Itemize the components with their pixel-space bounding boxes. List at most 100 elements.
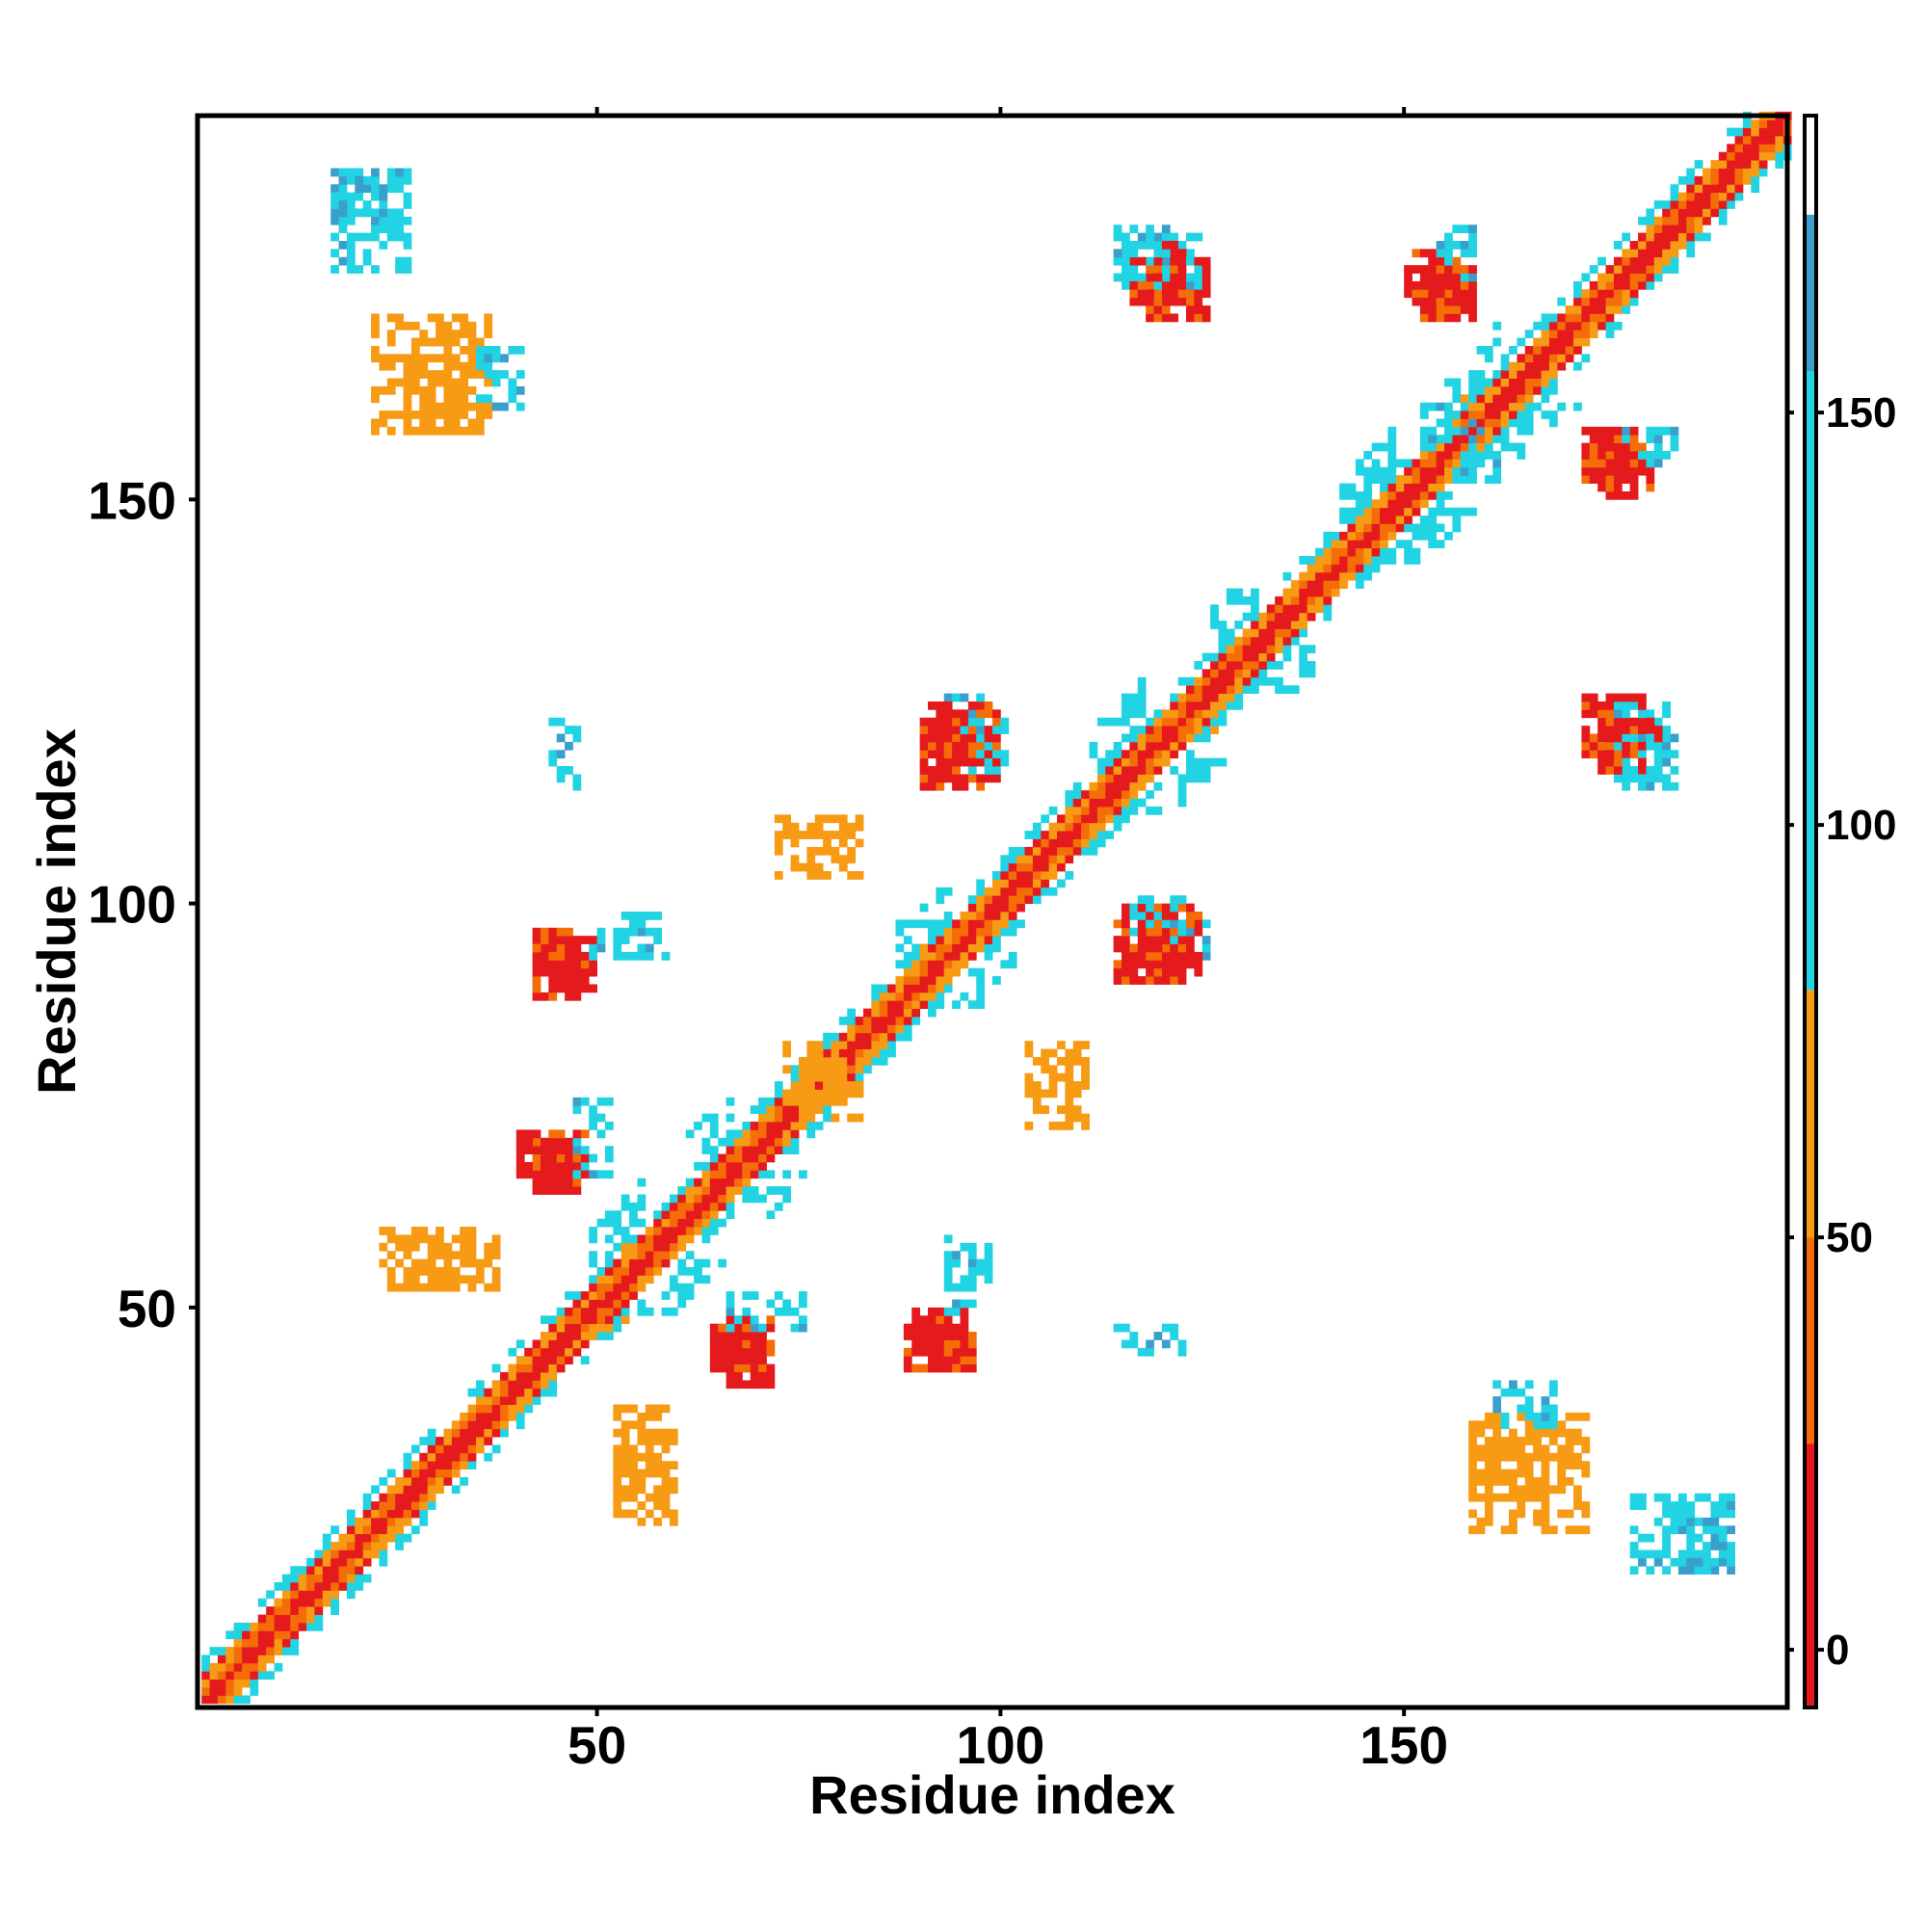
heatmap-cell [371, 394, 380, 404]
heatmap-cell [952, 766, 961, 775]
heatmap-cell [572, 951, 582, 961]
heatmap-cell [395, 321, 404, 331]
heatmap-cell [500, 1388, 509, 1397]
heatmap-cell [1122, 709, 1130, 719]
heatmap-cell [330, 1557, 339, 1567]
heatmap-cell [386, 378, 396, 387]
heatmap-cell [1282, 588, 1292, 597]
heatmap-cell [984, 927, 993, 937]
heatmap-cell [1573, 280, 1582, 290]
heatmap-cell [750, 1153, 759, 1163]
heatmap-cell [1419, 410, 1429, 419]
heatmap-cell [548, 960, 558, 969]
heatmap-cell [410, 1469, 420, 1478]
heatmap-cell [758, 1380, 767, 1389]
heatmap-cell [314, 1582, 324, 1591]
heatmap-cell [386, 1266, 396, 1276]
heatmap-cell [1629, 750, 1639, 759]
heatmap-cell [1404, 523, 1412, 533]
heatmap-cell [952, 1356, 961, 1365]
heatmap-cell [290, 1630, 300, 1640]
heatmap-cell [1492, 426, 1502, 436]
heatmap-cell [1387, 507, 1397, 516]
heatmap-cell [1517, 1404, 1526, 1414]
heatmap-cell [403, 1461, 412, 1470]
heatmap-cell [927, 726, 937, 734]
heatmap-cell [758, 1146, 767, 1154]
heatmap-cell [1629, 490, 1639, 500]
heatmap-cell [1428, 435, 1438, 444]
heatmap-cell [1371, 499, 1381, 509]
heatmap-cell [1677, 192, 1687, 201]
heatmap-cell [540, 1339, 549, 1349]
heatmap-cell [1629, 451, 1639, 460]
heatmap-cell [1452, 394, 1462, 404]
heatmap-cell [1662, 1493, 1671, 1502]
heatmap-cell [1694, 216, 1703, 225]
heatmap-cell [1129, 951, 1139, 961]
heatmap-cell [862, 1008, 872, 1018]
heatmap-cell [233, 1671, 243, 1681]
heatmap-cell [661, 1428, 671, 1438]
heatmap-cell [1533, 370, 1542, 379]
heatmap-cell [1282, 645, 1292, 654]
heatmap-cell [1177, 717, 1187, 727]
heatmap-cell [1177, 676, 1187, 686]
heatmap-cell [613, 1283, 622, 1292]
heatmap-cell [984, 726, 993, 734]
heatmap-cell [847, 1048, 857, 1058]
heatmap-cell [1161, 265, 1171, 274]
heatmap-cell [532, 984, 541, 993]
heatmap-cell [1517, 354, 1526, 363]
heatmap-cell [1146, 289, 1154, 299]
heatmap-cell [1653, 216, 1663, 225]
heatmap-cell [532, 927, 541, 937]
heatmap-cell [1186, 685, 1195, 694]
heatmap-cell [233, 1638, 243, 1648]
heatmap-cell [1016, 919, 1025, 929]
heatmap-cell [484, 1251, 493, 1259]
heatmap-cell [1742, 127, 1752, 137]
heatmap-cell [927, 1332, 937, 1340]
heatmap-cell [475, 418, 485, 428]
heatmap-cell [967, 1339, 977, 1349]
heatmap-cell [1404, 466, 1412, 476]
heatmap-cell [1492, 1412, 1502, 1421]
heatmap-cell [1767, 127, 1776, 137]
heatmap-cell [1484, 385, 1493, 395]
heatmap-cell [620, 1299, 630, 1309]
heatmap-cell [355, 208, 364, 218]
heatmap-cell [532, 967, 541, 977]
heatmap-cell [1500, 370, 1510, 379]
heatmap-cell [1613, 741, 1623, 751]
heatmap-cell [1177, 701, 1187, 710]
heatmap-cell [1258, 645, 1268, 654]
heatmap-cell [532, 951, 541, 961]
heatmap-cell [355, 265, 364, 274]
heatmap-cell [379, 1477, 388, 1486]
heatmap-cell [701, 1218, 711, 1228]
heatmap-cell [1468, 1485, 1477, 1495]
heatmap-cell [1428, 451, 1438, 460]
heatmap-cell [1395, 459, 1405, 468]
heatmap-cell [1412, 297, 1421, 306]
heatmap-cell [1404, 540, 1412, 549]
heatmap-cell [984, 1258, 993, 1268]
heatmap-cell [1597, 442, 1606, 452]
heatmap-cell [790, 1113, 800, 1123]
heatmap-cell [750, 1122, 759, 1130]
heatmap-cell [1646, 249, 1655, 258]
heatmap-cell [427, 410, 436, 419]
heatmap-cell [613, 1242, 622, 1252]
heatmap-cell [379, 1501, 388, 1510]
heatmap-cell [1436, 451, 1445, 460]
heatmap-cell [1727, 144, 1735, 153]
heatmap-cell [1186, 297, 1195, 306]
heatmap-cell [1412, 265, 1421, 274]
heatmap-cell [1686, 225, 1696, 233]
heatmap-cell [524, 1137, 533, 1147]
heatmap-cell [1177, 951, 1187, 961]
heatmap-cell [217, 1662, 226, 1672]
heatmap-cell [1613, 426, 1623, 436]
heatmap-cell [306, 1566, 315, 1575]
